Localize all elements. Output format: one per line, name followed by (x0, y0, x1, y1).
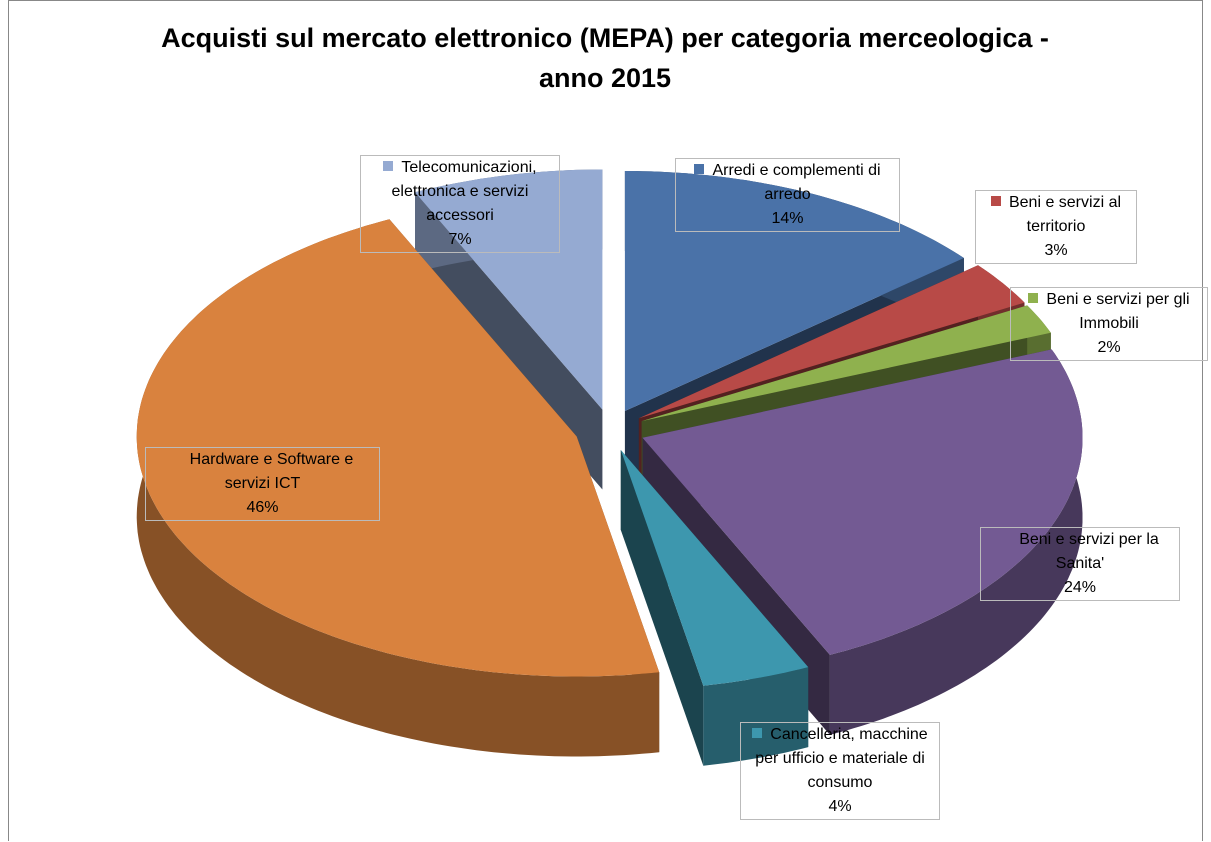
slice-wall (136, 219, 660, 757)
slice (136, 219, 660, 677)
data-label: Cancelleria, macchine per ufficio e mate… (740, 722, 940, 820)
legend-swatch (990, 196, 1001, 206)
legend-swatch (694, 164, 705, 174)
category-label: Arredi e complementi di arredo (712, 162, 881, 203)
chart-title: Acquisti sul mercato elettronico (MEPA) … (161, 23, 1049, 93)
data-label: Beni e servizi per la Sanita' 24% (980, 527, 1180, 601)
category-label: Beni e servizi per gli Immobili (1046, 291, 1190, 332)
category-label: Beni e servizi al territorio (1008, 194, 1122, 235)
legend-swatch (171, 453, 182, 463)
slice-tops (136, 169, 1083, 686)
data-label: Hardware e Software e servizi ICT 46% (145, 447, 380, 521)
slice (641, 305, 1051, 422)
value-label: 7% (448, 231, 472, 248)
slice (642, 349, 1083, 655)
slice-wall (703, 667, 809, 766)
category-label: Cancelleria, macchine per ufficio e mate… (755, 726, 928, 791)
value-label: 14% (771, 210, 804, 227)
data-label: Beni e servizi per gli Immobili 2% (1010, 287, 1208, 361)
legend-swatch (752, 728, 763, 738)
data-label: Beni e servizi al territorio 3% (975, 190, 1137, 264)
value-label: 24% (1063, 579, 1097, 596)
value-label: 3% (1044, 242, 1068, 259)
slice-wall (829, 349, 1083, 735)
data-label: Telecomunicazioni, elettronica e servizi… (360, 155, 560, 253)
category-label: Telecomunicazioni, elettronica e servizi… (391, 159, 537, 224)
legend-swatch (1028, 293, 1039, 303)
legend-swatch (383, 161, 394, 171)
category-label: Beni e servizi per la Sanita' (1019, 531, 1159, 572)
category-label: Hardware e Software e servizi ICT (189, 451, 354, 492)
value-label: 46% (246, 499, 279, 516)
chart-frame (8, 0, 1203, 841)
legend-swatch (1001, 533, 1012, 543)
data-label: Arredi e complementi di arredo 14% (675, 158, 900, 232)
slice (620, 450, 809, 686)
value-label: 4% (828, 798, 852, 815)
slice-side (620, 450, 704, 766)
slice (638, 265, 1025, 419)
value-label: 2% (1097, 339, 1121, 356)
slice (415, 169, 603, 410)
